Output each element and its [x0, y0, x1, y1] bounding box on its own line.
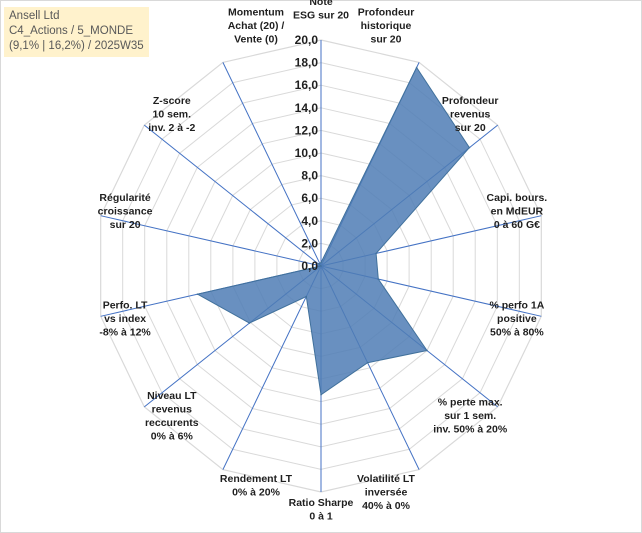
- tick-label: 14,0: [295, 101, 319, 115]
- axis-label-line: Régularité: [99, 192, 151, 204]
- axis-label-line: croissance: [98, 205, 153, 217]
- axis-label: Rendement LT 0% à 20%: [220, 473, 293, 499]
- axis-label-line: ESG sur 20: [293, 10, 349, 22]
- axis-spoke: [143, 124, 322, 267]
- axis-spoke: [222, 62, 322, 267]
- series-point: [320, 394, 322, 396]
- axis-label-line: Profondeur: [442, 95, 499, 107]
- axis-label-line: Ratio Sharpe: [289, 497, 354, 509]
- axis-label-line: Note: [309, 0, 332, 8]
- axis-label-line: Perfo. LT: [103, 300, 148, 312]
- axis-label: % perte max.sur 1 sem. inv. 50% à 20%: [433, 397, 508, 436]
- axis-label-line: 10 sem.: [153, 108, 192, 120]
- axis-label-line: Profondeur: [358, 7, 415, 19]
- tick-label: 18,0: [295, 56, 319, 70]
- axis-label-line: historique: [361, 20, 412, 32]
- axis-label-line: % perte max.: [438, 397, 503, 409]
- axis-label-line: 40% à 0%: [362, 500, 411, 512]
- axis-label-line: inversée: [365, 487, 408, 499]
- axis-label-line: Rendement LT: [220, 473, 293, 485]
- axis-label-line: reccurents: [145, 417, 199, 429]
- axis-label-line: inv. 50% à 20%: [433, 424, 508, 436]
- series-layer: [196, 66, 471, 396]
- tick-label: 20,0: [295, 33, 319, 47]
- axis-label-line: Niveau LT: [147, 390, 197, 402]
- portfolio-path: C4_Actions / 5_MONDE: [9, 25, 133, 37]
- axis-label-line: revenus: [450, 108, 490, 120]
- series-point: [426, 349, 428, 352]
- series-area: [196, 66, 471, 396]
- series-point: [468, 146, 471, 149]
- tick-label: 12,0: [295, 123, 319, 137]
- tick-label: 6,0: [301, 191, 318, 205]
- tick-label: 0,0: [301, 259, 318, 273]
- series-point: [415, 66, 418, 69]
- axis-label-line: Momentum: [228, 7, 284, 19]
- axis-spoke: [222, 265, 322, 470]
- axis-label-line: sur 20: [455, 122, 486, 134]
- axis-spoke: [100, 215, 322, 267]
- axis-label-line: 50% à 80%: [490, 327, 544, 339]
- performance-period: (9,1% | 16,2%) / 2025W35: [9, 40, 144, 52]
- chart-title-box: Ansell Ltd C4_Actions / 5_MONDE (9,1% | …: [4, 7, 149, 57]
- series-point: [305, 295, 308, 298]
- axis-label-line: vs index: [104, 313, 146, 325]
- axis-label: Note ESG sur 20: [293, 0, 349, 22]
- axis-label-line: Achat (20) /: [228, 20, 285, 32]
- axis-label-line: Z-score: [153, 95, 191, 107]
- axis-label-line: revenus: [152, 403, 192, 415]
- axis-label-line: % perfo 1A: [489, 300, 544, 312]
- axis-label-line: -8% à 12%: [99, 327, 151, 339]
- axis-label-line: 0% à 6%: [151, 430, 194, 442]
- axis-label: Capi. bours.en MdEUR 0 à 60 G€: [487, 192, 548, 231]
- series-point: [196, 293, 199, 296]
- axis-label-line: Capi. bours.: [487, 192, 548, 204]
- series-point: [375, 252, 377, 255]
- series-point: [320, 261, 322, 264]
- tick-label: 10,0: [295, 146, 319, 160]
- tick-label: 16,0: [295, 78, 319, 92]
- axis-label-line: sur 1 sem.: [444, 410, 496, 422]
- axis-label-line: 0 à 1: [309, 511, 333, 523]
- axis-label-line: Volatilité LT: [357, 473, 416, 485]
- axis-label-line: en MdEUR: [491, 205, 544, 217]
- series-point: [366, 361, 369, 364]
- axis-label-line: 0 à 60 G€: [494, 219, 540, 231]
- company-name: Ansell Ltd: [9, 10, 60, 22]
- tick-label: 2,0: [301, 236, 318, 250]
- series-point: [248, 322, 251, 324]
- axis-label-line: positive: [497, 313, 537, 325]
- axis-label-line: sur 20: [371, 34, 402, 46]
- series-point: [377, 278, 380, 280]
- axis-label-line: Vente (0): [234, 34, 278, 46]
- tick-label: 8,0: [301, 169, 318, 183]
- axis-label-line: 0% à 20%: [232, 487, 281, 499]
- series-point: [317, 263, 320, 265]
- axis-label-line: sur 20: [110, 219, 141, 231]
- tick-layer: 0,0 2,0 4,0 6,0 8,0 10,0 12,0 14,0 16,0 18,0 20,0: [295, 33, 319, 273]
- tick-label: 4,0: [301, 214, 318, 228]
- axis-label-line: inv. 2 à -2: [148, 122, 195, 134]
- axis-label: Ratio Sharpe 0 à 1: [289, 497, 354, 523]
- series-point: [320, 265, 322, 267]
